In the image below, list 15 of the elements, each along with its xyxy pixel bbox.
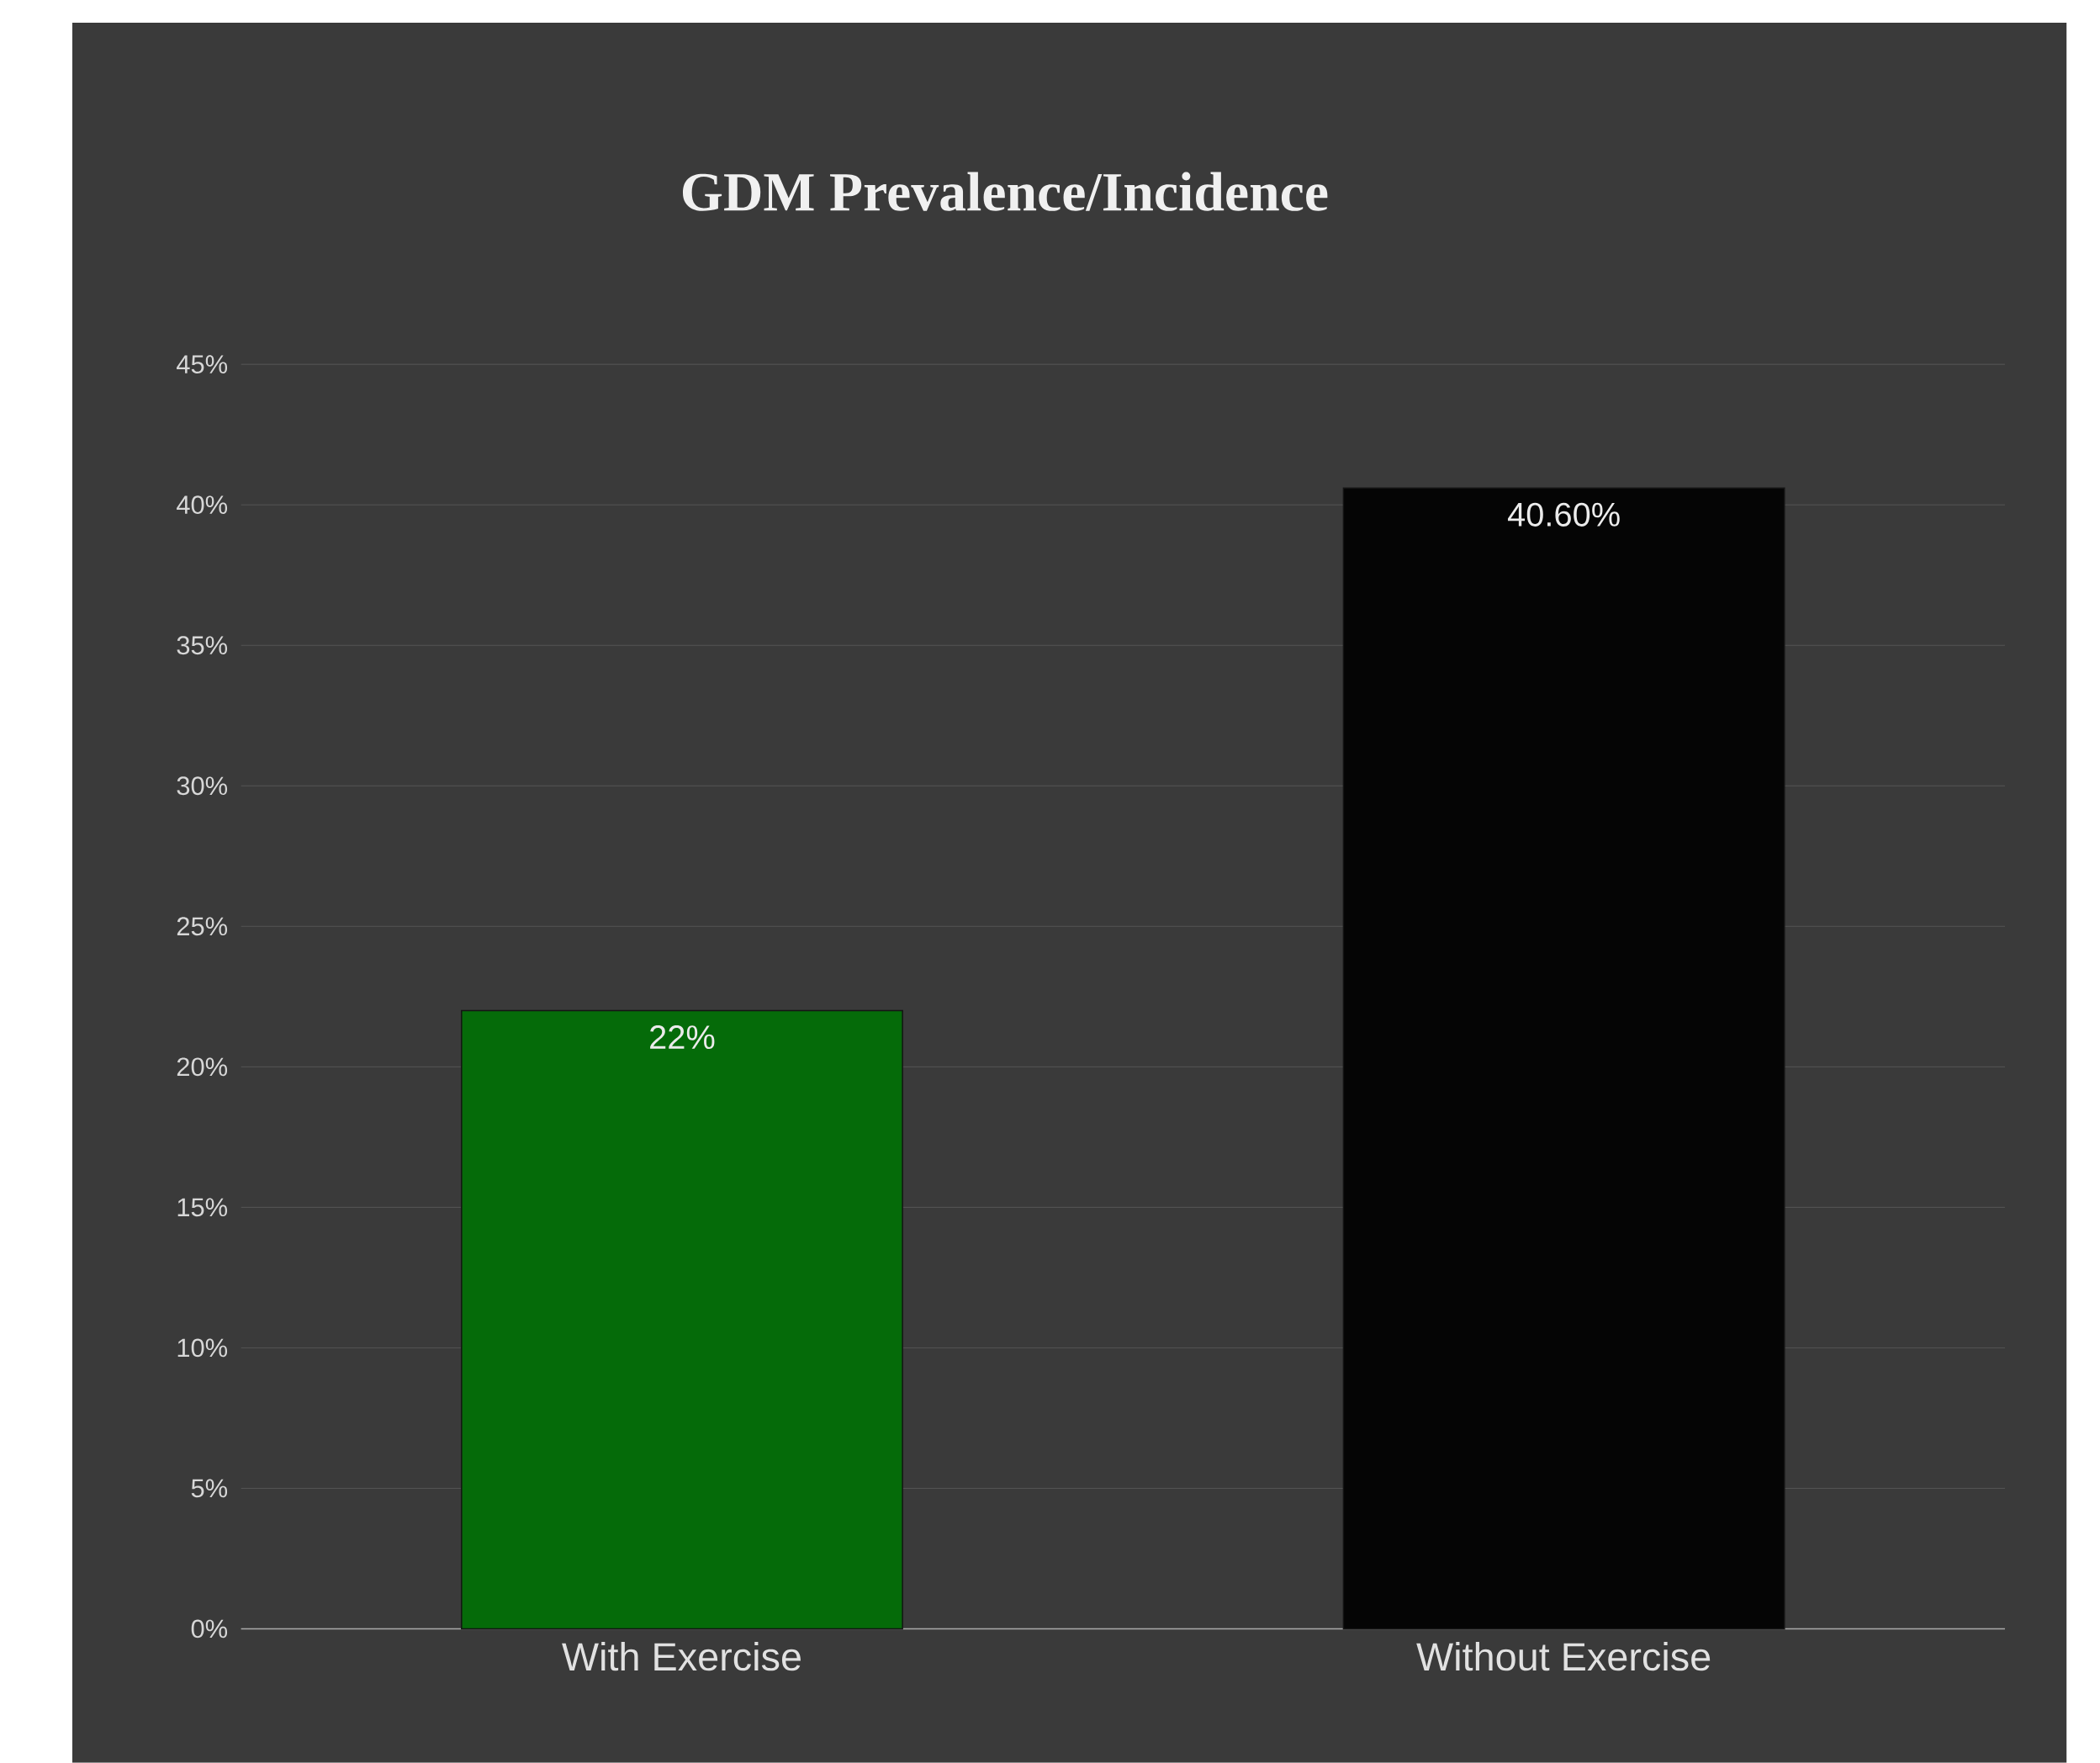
y-tick-label: 30% — [177, 776, 228, 796]
x-tick-label: Without Exercise — [1416, 1642, 1711, 1671]
y-tick-label: 20% — [177, 1057, 228, 1077]
y-tick-label: 0% — [191, 1619, 228, 1639]
y-tick-label: 35% — [177, 636, 228, 655]
y-tick-label: 5% — [191, 1479, 228, 1498]
y-tick-label: 45% — [177, 355, 228, 374]
data-label: 40.60% — [1507, 502, 1620, 527]
y-tick-label: 10% — [177, 1338, 228, 1358]
data-label: 22% — [650, 1025, 715, 1050]
chart-title: GDM Prevalence/Incidence — [682, 172, 1328, 211]
x-tick-label: With Exercise — [562, 1642, 801, 1671]
y-tick-label: 15% — [177, 1198, 228, 1217]
y-tick-label: 40% — [177, 495, 228, 515]
y-tick-label: 25% — [177, 917, 228, 936]
